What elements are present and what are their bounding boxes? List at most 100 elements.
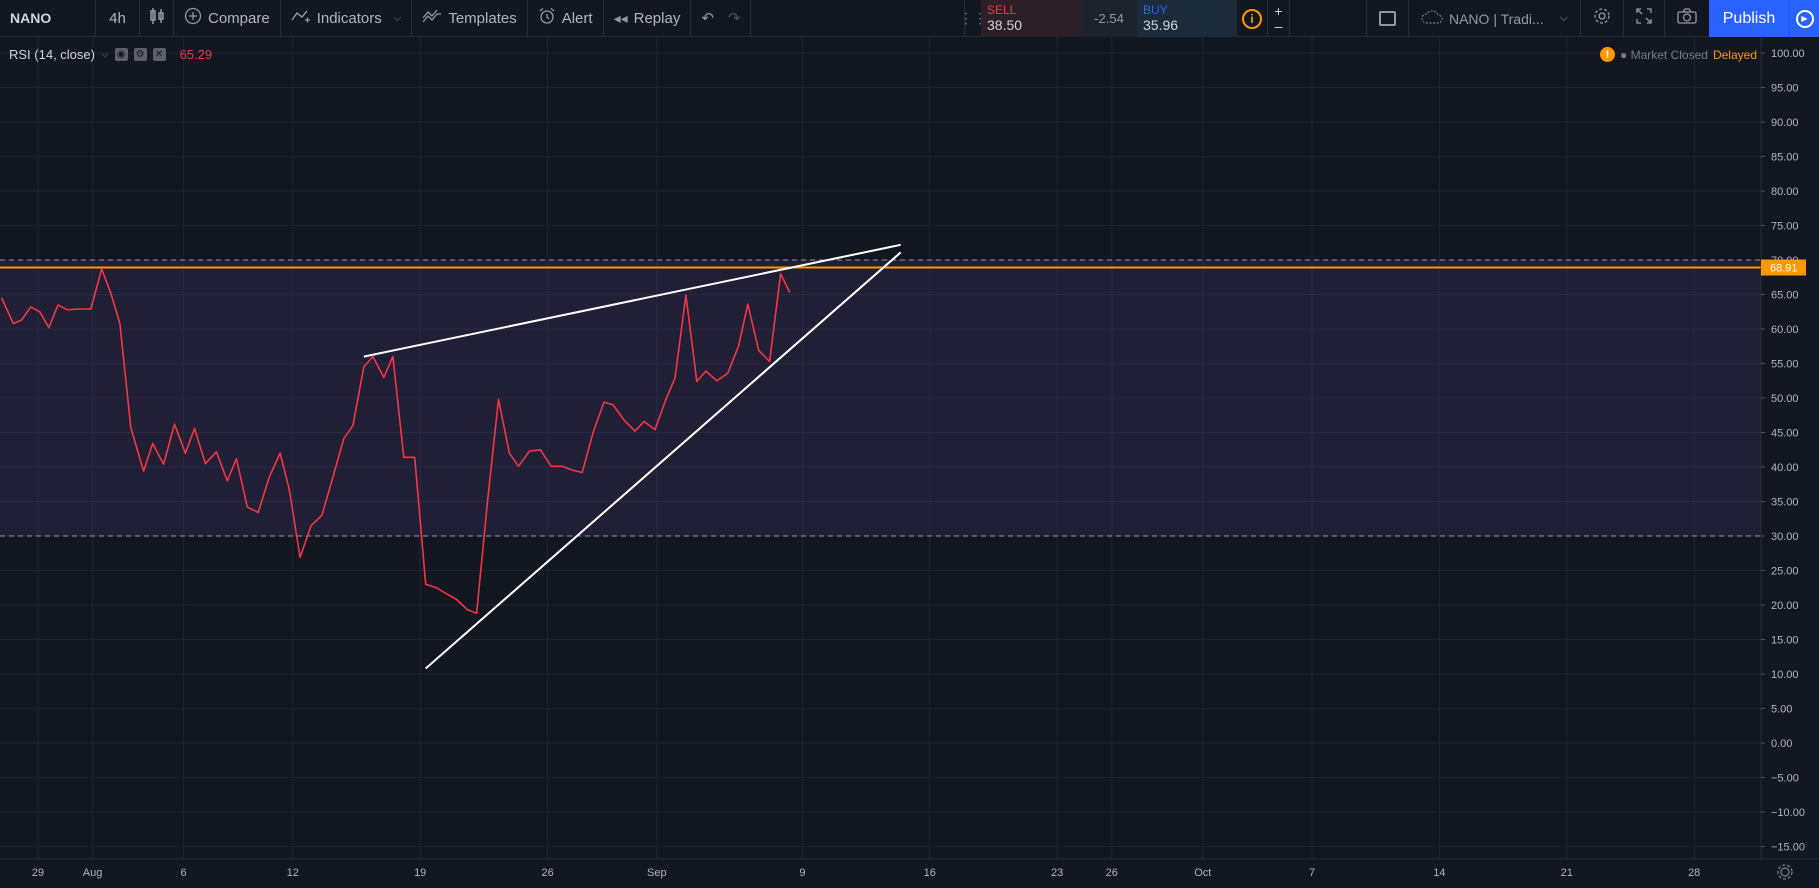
time-tick-label: Sep: [647, 867, 667, 879]
price-tick-label: 100.00: [1771, 48, 1805, 60]
price-tick-label: 5.00: [1771, 704, 1792, 716]
plus-circle-icon: [184, 7, 202, 30]
interval-button[interactable]: 4h: [96, 0, 140, 37]
publish-video-button[interactable]: ▶: [1789, 0, 1819, 37]
rsi-series: [0, 268, 791, 615]
rewind-icon: ◂◂: [613, 9, 628, 26]
time-axis[interactable]: 29 Aug 6 12 19 26 Sep 9 16 23 26 Oct 7 14 21 28: [0, 858, 1819, 888]
price-tick-label: 60.00: [1771, 324, 1799, 336]
price-tick-label: 50.00: [1771, 393, 1799, 405]
buy-label: BUY: [1143, 3, 1168, 17]
rsi-line: [0, 268, 791, 615]
trading-panel: ⋮⋮ SELL 38.50 -2.54 BUY 35.96 i + –: [959, 0, 1290, 37]
square-icon: [1378, 11, 1396, 26]
price-tick-label: 10.00: [1771, 669, 1799, 681]
quantity-stepper[interactable]: + –: [1267, 0, 1289, 37]
alert-button[interactable]: Alert: [528, 0, 604, 37]
fullscreen-button[interactable]: [1623, 0, 1664, 37]
eye-icon[interactable]: ◉: [114, 48, 128, 61]
price-tick-label: 25.00: [1771, 566, 1799, 578]
price-tick-label: −15.00: [1771, 842, 1805, 854]
buy-price: 35.96: [1143, 17, 1179, 33]
fullscreen-toggle[interactable]: [1365, 0, 1408, 37]
trendline: [425, 251, 902, 670]
level-price-label: 68.91: [1770, 263, 1798, 275]
time-tick-label: 6: [181, 867, 187, 879]
alarm-clock-icon: [538, 7, 556, 30]
templates-button[interactable]: Templates: [412, 0, 528, 37]
trendline: [363, 243, 901, 358]
time-tick-label: 14: [1433, 867, 1445, 879]
plus-icon[interactable]: +: [1274, 2, 1283, 19]
buy-button[interactable]: BUY 35.96: [1137, 0, 1237, 37]
drag-handle-icon[interactable]: ⋮⋮: [959, 10, 987, 26]
time-tick-label: 19: [414, 867, 426, 879]
layout-menu[interactable]: NANO | Tradi... ⌵: [1407, 0, 1580, 37]
price-axis[interactable]: 100.0095.0090.0085.0080.0075.0070.0065.0…: [1760, 37, 1819, 888]
gear-icon[interactable]: ⚙: [133, 48, 147, 61]
symbol-search[interactable]: NANO: [0, 0, 96, 37]
warning-icon[interactable]: !: [1600, 47, 1615, 62]
gear-icon: [1593, 7, 1611, 30]
price-axis-background: [1761, 37, 1819, 888]
time-tick-label: 23: [1051, 867, 1063, 879]
plot-area: [0, 37, 1819, 888]
indicator-name: RSI (14, close): [9, 47, 95, 62]
indicator-legend[interactable]: RSI (14, close) ⌵ ◉ ⚙ ✕ 65.29: [9, 47, 212, 62]
layout-name: NANO | Tradi...: [1448, 10, 1544, 27]
templates-icon: [422, 8, 442, 29]
price-tick-label: 80.00: [1771, 186, 1799, 198]
trendlines[interactable]: [363, 243, 902, 670]
settings-button[interactable]: [1580, 0, 1623, 37]
price-tick-label: −5.00: [1771, 773, 1799, 785]
market-status: ! ● Market Closed Delayed: [1600, 47, 1757, 62]
price-tick-label: −10.00: [1771, 807, 1805, 819]
time-tick-label: Aug: [83, 867, 103, 879]
interval-label: 4h: [109, 9, 126, 27]
sell-button[interactable]: SELL 38.50: [981, 0, 1081, 37]
right-toolbar: NANO | Tradi... ⌵ Publish ▶: [1365, 0, 1819, 37]
top-toolbar: NANO 4h Compare Indicators ⌵ Templates A…: [0, 0, 1819, 37]
price-tick-label: 45.00: [1771, 428, 1799, 440]
price-tick-label: 55.00: [1771, 359, 1799, 371]
gear-icon: [1777, 864, 1793, 880]
sell-price: 38.50: [987, 17, 1023, 33]
undo-redo-group: ↶ ↷: [691, 0, 752, 37]
replay-button[interactable]: ◂◂ Replay: [604, 0, 692, 37]
info-icon: i: [1242, 8, 1262, 29]
indicator-value: 65.29: [179, 47, 213, 62]
rsi-bands: [0, 259, 1761, 537]
info-button[interactable]: i: [1237, 0, 1267, 37]
time-axis-background: [0, 859, 1819, 888]
chevron-down-icon[interactable]: ⌵: [393, 12, 402, 24]
camera-icon: [1677, 8, 1697, 29]
level-price-tag: [1761, 259, 1806, 276]
chart-style-button[interactable]: [140, 0, 174, 37]
price-tick-label: 85.00: [1771, 152, 1799, 164]
close-icon[interactable]: ✕: [152, 48, 166, 61]
snapshot-button[interactable]: [1664, 0, 1709, 37]
price-tick-label: 75.00: [1771, 221, 1799, 233]
play-icon: ▶: [1795, 9, 1814, 28]
alert-label: Alert: [561, 9, 593, 27]
chevron-down-icon: ⌵: [1559, 12, 1568, 24]
price-tick-label: 15.00: [1771, 635, 1799, 647]
time-tick-label: 26: [1106, 867, 1118, 879]
chevron-down-icon[interactable]: ⌵: [100, 49, 109, 60]
indicators-button[interactable]: Indicators ⌵: [281, 0, 413, 37]
undo-icon[interactable]: ↶: [701, 10, 714, 27]
indicator-line-icon: [291, 8, 311, 29]
price-tick-label: 95.00: [1771, 83, 1799, 95]
delayed-label: Delayed: [1712, 47, 1757, 62]
compare-label: Compare: [208, 9, 270, 27]
minus-icon[interactable]: –: [1274, 17, 1283, 34]
publish-button[interactable]: Publish: [1709, 0, 1789, 37]
market-closed-label: ● Market Closed: [1620, 47, 1708, 62]
time-tick-label: 28: [1688, 867, 1700, 879]
compare-button[interactable]: Compare: [174, 0, 281, 37]
time-tick-label: 29: [32, 867, 44, 879]
gear-icon-teeth: [1777, 864, 1793, 880]
redo-icon[interactable]: ↷: [727, 10, 741, 27]
price-tick-label: 20.00: [1771, 600, 1799, 612]
rsi-chart[interactable]: 100.0095.0090.0085.0080.0075.0070.0065.0…: [0, 37, 1819, 888]
